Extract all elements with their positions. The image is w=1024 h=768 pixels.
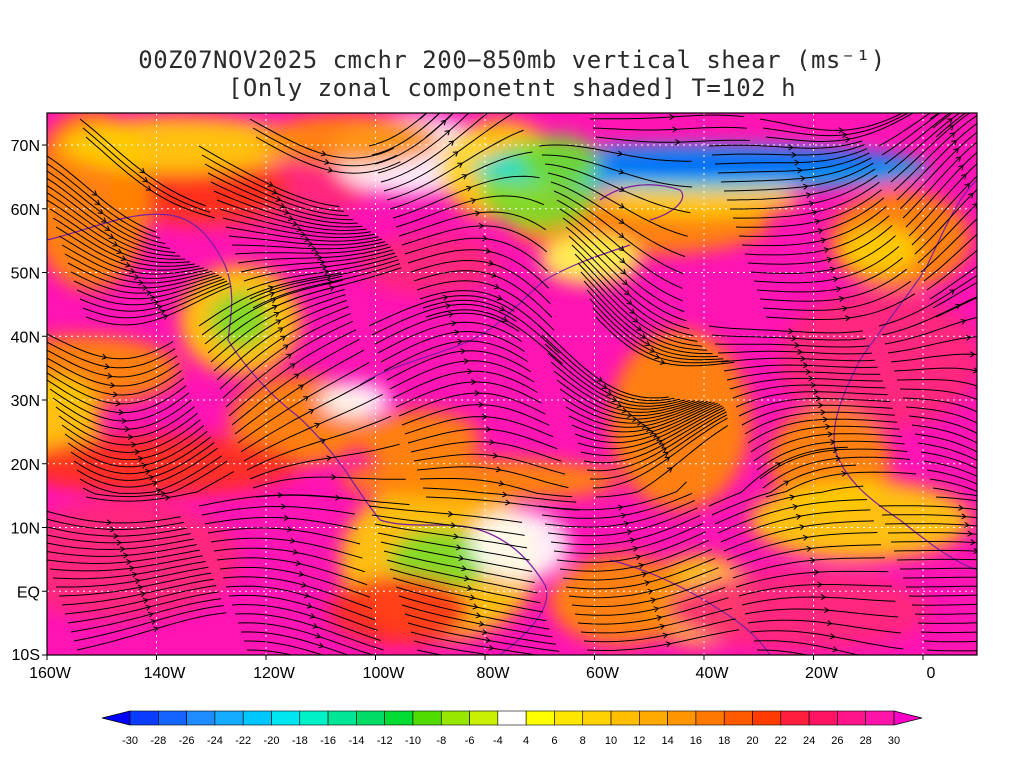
colorbar-label: 12 (633, 735, 645, 747)
colorbar-swatch (440, 710, 470, 726)
colorbar-swatch (186, 710, 216, 726)
colorbar-swatch (497, 710, 527, 726)
colorbar-label: -20 (264, 735, 280, 747)
colorbar-swatch (412, 710, 442, 726)
colorbar-swatch (299, 710, 329, 726)
colorbar-swatch (214, 710, 244, 726)
colorbar-swatch (158, 710, 187, 726)
colorbar-label: 6 (551, 735, 557, 747)
colorbar-label: -30 (122, 735, 138, 747)
colorbar-label: -8 (436, 735, 446, 747)
colorbar-swatch (554, 710, 584, 726)
colorbar-label: 16 (690, 735, 702, 747)
colorbar-swatch (639, 710, 668, 726)
colorbar-label: -18 (292, 735, 308, 747)
colorbar-swatch (525, 710, 555, 726)
plot-area (47, 113, 977, 655)
colorbar-label: 24 (803, 735, 815, 747)
colorbar-label: 8 (580, 735, 586, 747)
colorbar-swatch (865, 710, 895, 726)
lon-label: 100W (363, 665, 406, 682)
lat-label: 60N (11, 202, 40, 219)
colorbar-swatch (723, 710, 753, 726)
lon-label: 160W (29, 665, 72, 682)
colorbar-swatch (384, 710, 414, 726)
colorbar-label: -12 (377, 735, 393, 747)
colorbar-label: -24 (207, 735, 223, 747)
lon-label: 20W (805, 665, 839, 682)
colorbar-label: 18 (718, 735, 730, 747)
colorbar-swatch (582, 710, 612, 726)
lon-label: 0 (927, 665, 936, 682)
colorbar-label: -4 (493, 735, 503, 747)
colorbar-label: 26 (831, 735, 843, 747)
colorbar-swatch (129, 710, 159, 726)
lat-label: EQ (17, 584, 40, 601)
lat-label: 20N (11, 457, 40, 474)
colorbar-label: 4 (523, 735, 529, 747)
lon-label: 40W (696, 665, 730, 682)
colorbar-label: 14 (661, 735, 673, 747)
colorbar-swatch (356, 710, 385, 726)
colorbar-swatch (242, 710, 272, 726)
colorbar-min-arrow (101, 710, 131, 726)
colorbar-swatch (271, 710, 301, 726)
colorbar-label: -14 (348, 735, 364, 747)
colorbar-label: -22 (235, 735, 251, 747)
longitude-labels: 160W 140W 120W 100W 80W 60W 40W 20W 0 (29, 655, 936, 682)
lon-label: 60W (586, 665, 620, 682)
lat-label: 30N (11, 393, 40, 410)
latitude-labels: 70N 60N 50N 40N 30N 20N 10N EQ 10S (11, 138, 47, 664)
colorbar-label: -26 (179, 735, 195, 747)
colorbar-swatch (780, 710, 810, 726)
colorbar-swatch (695, 710, 725, 726)
lon-label: 120W (253, 665, 296, 682)
colorbar-label: 30 (888, 735, 900, 747)
colorbar-label: 28 (860, 735, 872, 747)
lat-label: 40N (11, 329, 40, 346)
colorbar-label: 22 (775, 735, 787, 747)
lat-label: 50N (11, 266, 40, 283)
colorbar-label: -16 (320, 735, 336, 747)
colorbar-swatch (327, 710, 357, 726)
colorbar-label: 20 (746, 735, 758, 747)
map-title-line-2: [Only zonal componetnt shaded] T=102 h (227, 74, 797, 102)
lat-label: 70N (11, 138, 40, 155)
colorbar-swatch (808, 710, 838, 726)
colorbar-label: -6 (465, 735, 475, 747)
lon-label: 80W (477, 665, 511, 682)
lat-label: 10N (11, 521, 40, 538)
lat-label: 10S (12, 647, 40, 664)
colorbar-swatch (837, 710, 867, 726)
colorbar-swatch (667, 710, 697, 726)
lon-label: 140W (144, 665, 187, 682)
streamlines (47, 113, 977, 655)
colorbar-label: -28 (150, 735, 166, 747)
map-title-line-1: 00Z07NOV2025 cmchr 200−850mb vertical sh… (138, 46, 886, 74)
colorbar-swatch (752, 710, 782, 726)
colorbar-label: -10 (405, 735, 421, 747)
colorbar-swatch (610, 710, 640, 726)
colorbar: -30 -28 -26 -24 -22 -20 -18 -16 -14 -12 -10 -8 -6 -4 4… (101, 710, 923, 747)
colorbar-max-arrow (893, 710, 923, 726)
colorbar-swatch (469, 710, 499, 726)
plot-frame (46, 112, 978, 656)
colorbar-label: 10 (605, 735, 617, 747)
